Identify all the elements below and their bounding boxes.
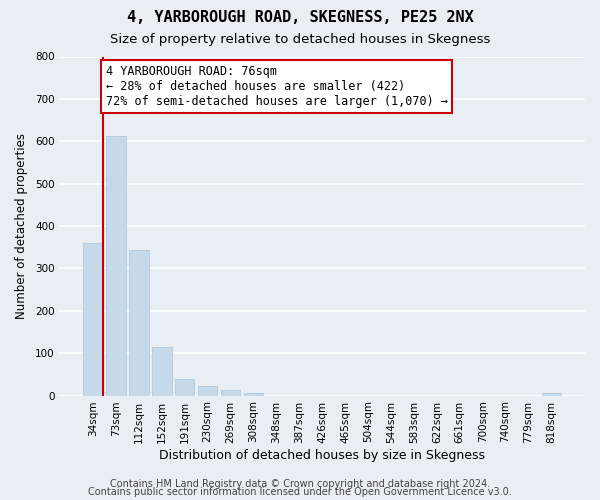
Bar bbox=[198, 386, 217, 396]
Bar bbox=[106, 136, 126, 396]
Bar bbox=[175, 378, 194, 396]
Bar bbox=[83, 243, 103, 396]
Y-axis label: Number of detached properties: Number of detached properties bbox=[15, 133, 28, 319]
Text: Contains public sector information licensed under the Open Government Licence v3: Contains public sector information licen… bbox=[88, 487, 512, 497]
Bar bbox=[244, 394, 263, 396]
Text: 4, YARBOROUGH ROAD, SKEGNESS, PE25 2NX: 4, YARBOROUGH ROAD, SKEGNESS, PE25 2NX bbox=[127, 10, 473, 25]
Bar bbox=[221, 390, 240, 396]
Bar bbox=[542, 394, 561, 396]
Text: Contains HM Land Registry data © Crown copyright and database right 2024.: Contains HM Land Registry data © Crown c… bbox=[110, 479, 490, 489]
Text: Size of property relative to detached houses in Skegness: Size of property relative to detached ho… bbox=[110, 32, 490, 46]
X-axis label: Distribution of detached houses by size in Skegness: Distribution of detached houses by size … bbox=[159, 450, 485, 462]
Text: 4 YARBOROUGH ROAD: 76sqm
← 28% of detached houses are smaller (422)
72% of semi-: 4 YARBOROUGH ROAD: 76sqm ← 28% of detach… bbox=[106, 65, 448, 108]
Bar bbox=[129, 250, 149, 396]
Bar bbox=[152, 348, 172, 396]
